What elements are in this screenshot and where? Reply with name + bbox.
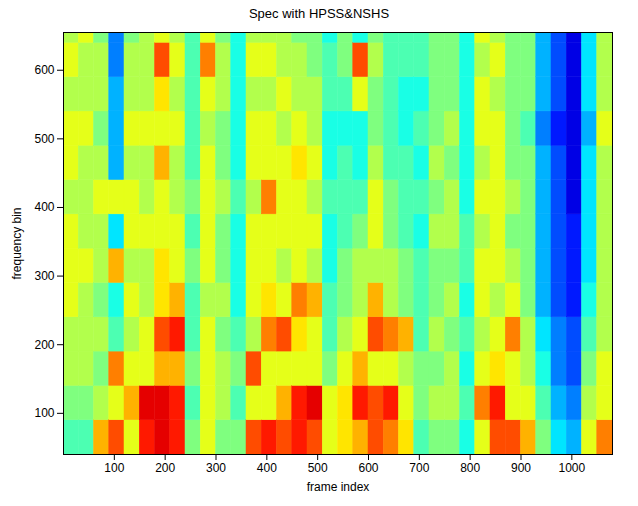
svg-text:400: 400 bbox=[257, 461, 277, 475]
svg-text:200: 200 bbox=[34, 338, 54, 352]
svg-text:600: 600 bbox=[358, 461, 378, 475]
svg-text:400: 400 bbox=[34, 200, 54, 214]
svg-text:700: 700 bbox=[409, 461, 429, 475]
svg-text:500: 500 bbox=[308, 461, 328, 475]
svg-text:800: 800 bbox=[460, 461, 480, 475]
svg-text:900: 900 bbox=[511, 461, 531, 475]
svg-text:frequency bin: frequency bin bbox=[10, 207, 24, 279]
svg-text:frame index: frame index bbox=[307, 480, 370, 494]
svg-text:100: 100 bbox=[34, 406, 54, 420]
svg-text:500: 500 bbox=[34, 132, 54, 146]
svg-text:1000: 1000 bbox=[558, 461, 585, 475]
svg-text:100: 100 bbox=[104, 461, 124, 475]
svg-text:300: 300 bbox=[34, 269, 54, 283]
svg-text:600: 600 bbox=[34, 63, 54, 77]
html-text:Spec with HPSS&NSHS: Spec with HPSS&NSHS bbox=[248, 6, 390, 21]
svg-text:200: 200 bbox=[155, 461, 175, 475]
svg-text:300: 300 bbox=[206, 461, 226, 475]
